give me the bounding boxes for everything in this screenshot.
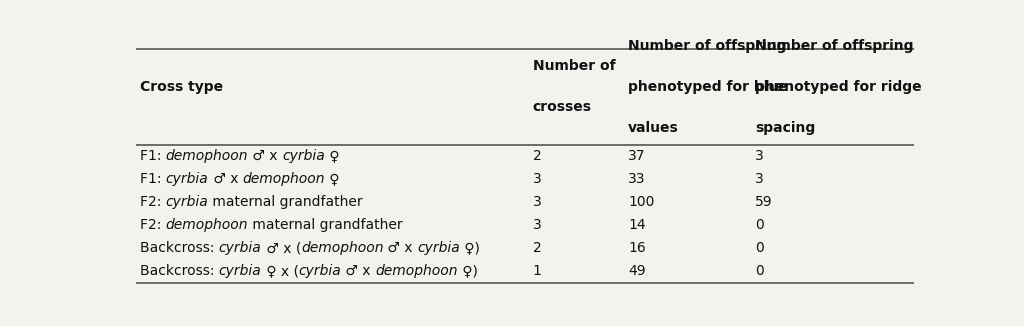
Text: 1: 1 <box>532 264 542 278</box>
Text: ♀): ♀) <box>460 241 480 255</box>
Text: 3: 3 <box>755 149 764 163</box>
Text: Cross type: Cross type <box>140 80 223 94</box>
Text: ♂ x: ♂ x <box>341 264 375 278</box>
Text: Number of offspring

phenotyped for ridge

spacing: Number of offspring phenotyped for ridge… <box>755 38 922 135</box>
Text: 59: 59 <box>755 195 772 209</box>
Text: cyrbia: cyrbia <box>417 241 460 255</box>
Text: 14: 14 <box>628 218 645 232</box>
Text: maternal grandfather: maternal grandfather <box>209 195 364 209</box>
Text: 49: 49 <box>628 264 645 278</box>
Text: demophoon: demophoon <box>243 172 325 186</box>
Text: demophoon: demophoon <box>375 264 458 278</box>
Text: 3: 3 <box>532 195 542 209</box>
Text: 37: 37 <box>628 149 645 163</box>
Text: F2:: F2: <box>140 195 166 209</box>
Text: 3: 3 <box>532 172 542 186</box>
Text: 2: 2 <box>532 149 542 163</box>
Text: cyrbia: cyrbia <box>299 264 341 278</box>
Text: 0: 0 <box>755 241 764 255</box>
Text: ♀ x (: ♀ x ( <box>261 264 299 278</box>
Text: cyrbia: cyrbia <box>166 172 209 186</box>
Text: demophoon: demophoon <box>166 218 248 232</box>
Text: Backcross:: Backcross: <box>140 264 219 278</box>
Text: ♂ x: ♂ x <box>383 241 417 255</box>
Text: ♀: ♀ <box>325 149 339 163</box>
Text: ♂ x (: ♂ x ( <box>261 241 301 255</box>
Text: 0: 0 <box>755 218 764 232</box>
Text: F2:: F2: <box>140 218 166 232</box>
Text: maternal grandfather: maternal grandfather <box>248 218 402 232</box>
Text: 100: 100 <box>628 195 654 209</box>
Text: 2: 2 <box>532 241 542 255</box>
Text: cyrbia: cyrbia <box>283 149 325 163</box>
Text: cyrbia: cyrbia <box>219 241 261 255</box>
Text: 33: 33 <box>628 172 645 186</box>
Text: demophoon: demophoon <box>301 241 383 255</box>
Text: ♀: ♀ <box>325 172 339 186</box>
Text: demophoon: demophoon <box>166 149 248 163</box>
Text: 16: 16 <box>628 241 646 255</box>
Text: 0: 0 <box>755 264 764 278</box>
Text: 3: 3 <box>532 218 542 232</box>
Text: Number of offspring

phenotyped for blue

values: Number of offspring phenotyped for blue … <box>628 38 787 135</box>
Text: Number of

crosses: Number of crosses <box>532 59 615 114</box>
Text: F1:: F1: <box>140 172 166 186</box>
Text: ♂ x: ♂ x <box>209 172 243 186</box>
Text: ♂ x: ♂ x <box>248 149 283 163</box>
Text: cyrbia: cyrbia <box>219 264 261 278</box>
Text: Backcross:: Backcross: <box>140 241 219 255</box>
Text: ♀): ♀) <box>458 264 477 278</box>
Text: 3: 3 <box>755 172 764 186</box>
Text: cyrbia: cyrbia <box>166 195 209 209</box>
Text: F1:: F1: <box>140 149 166 163</box>
